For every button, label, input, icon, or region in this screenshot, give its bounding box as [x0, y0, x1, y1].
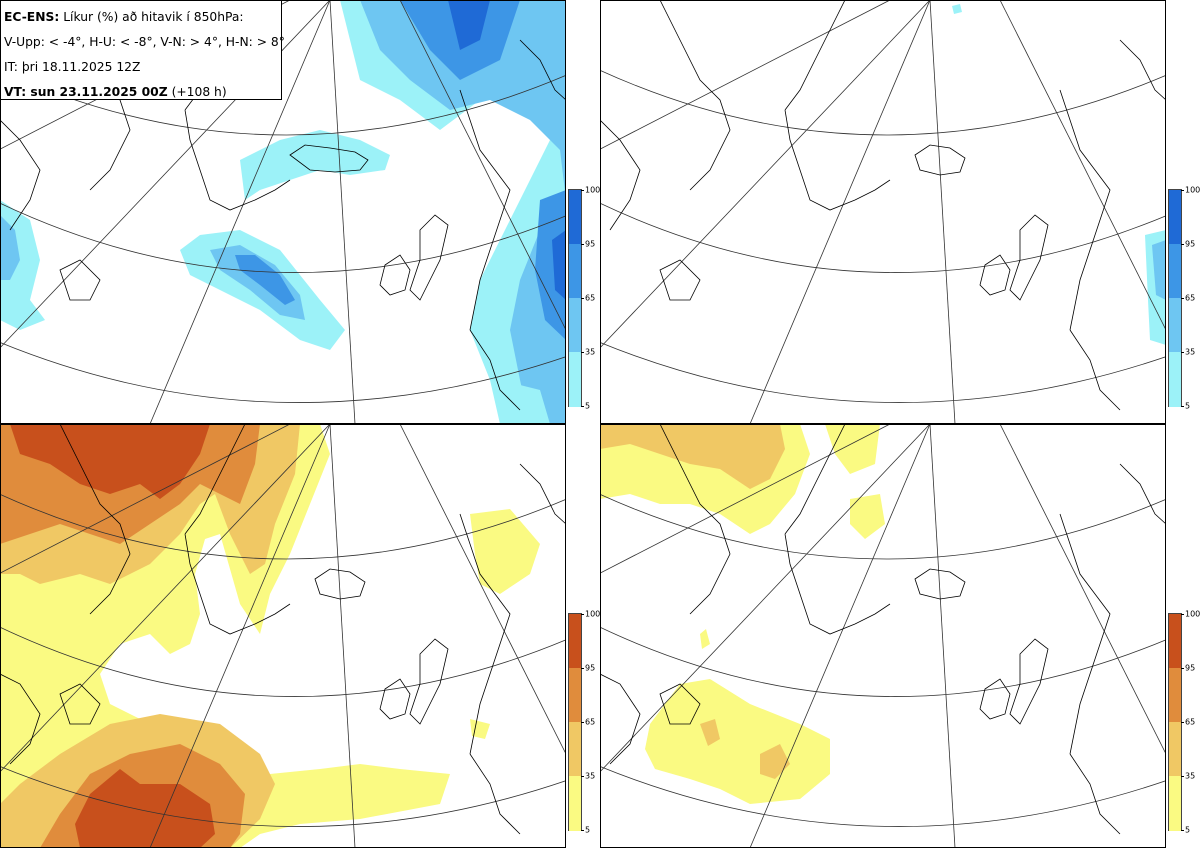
colorbar-tick-mark [581, 244, 584, 245]
map-panel-warm-plus4 [0, 424, 566, 848]
map-canvas [600, 424, 1166, 848]
info-valid-time: VT: sun 23.11.2025 00Z [4, 85, 168, 99]
colorbar-tick-mark [581, 776, 584, 777]
colorbar-tick-label: 35 [1185, 347, 1196, 357]
colorbar-segment [569, 776, 581, 831]
colorbar-segment [569, 190, 581, 245]
graticule [0, 424, 566, 848]
colorbar-tick-label: 100 [1185, 609, 1200, 619]
colorbar-segment [569, 298, 581, 353]
probability-field [952, 4, 1166, 345]
colorbar-tick-mark [1181, 298, 1184, 299]
probability-field [0, 424, 540, 848]
colorbar-segment [1169, 722, 1181, 777]
graticule [600, 424, 1166, 848]
colorbar-segment [569, 722, 581, 777]
colorbar-segment [1169, 614, 1181, 669]
colorbar-segment [1169, 668, 1181, 723]
colorbar-tick-mark [581, 668, 584, 669]
probability-field [600, 424, 885, 804]
info-thresholds: V-Upp: < -4°, H-U: < -8°, V-N: > 4°, H-N… [4, 35, 285, 49]
colorbar-tick-label: 35 [585, 771, 596, 781]
info-model: EC-ENS: [4, 10, 60, 24]
coastline [0, 424, 566, 835]
colorbar-warm: 100 95 65 35 5 [568, 610, 600, 835]
map-panel-cold-minus8 [600, 0, 1166, 424]
info-lead-time: (+108 h) [171, 85, 227, 99]
colorbar-tick-label: 65 [585, 293, 596, 303]
info-initial-time: IT: þri 18.11.2025 12Z [4, 60, 141, 74]
colorbar-segment [569, 244, 581, 299]
colorbar-tick-mark [1181, 244, 1184, 245]
colorbar-tick-mark [581, 722, 584, 723]
colorbar-segment [1169, 298, 1181, 353]
colorbar-segment [1169, 244, 1181, 299]
map-canvas [600, 0, 1166, 424]
colorbar-cold: 100 95 65 35 5 [1168, 186, 1200, 411]
graticule [600, 0, 1166, 424]
colorbar-tick-label: 35 [1185, 771, 1196, 781]
colorbar-tick-label: 35 [585, 347, 596, 357]
info-description: Líkur (%) að hitavik í 850hPa: [63, 10, 244, 24]
colorbar-tick-mark [1181, 614, 1184, 615]
colorbar-tick-mark [1181, 722, 1184, 723]
colorbar-tick-mark [1181, 776, 1184, 777]
colorbar-tick-mark [1181, 190, 1184, 191]
coastline [600, 424, 1166, 835]
colorbar-tick-mark [581, 298, 584, 299]
map-panel-cold-minus4: EC-ENS: Líkur (%) að hitavik í 850hPa: V… [0, 0, 566, 424]
colorbar-segment [569, 668, 581, 723]
colorbar-tick-mark [581, 830, 584, 831]
colorbar-tick-mark [1181, 352, 1184, 353]
colorbar-tick-label: 5 [1185, 825, 1191, 835]
probability-field [0, 0, 566, 424]
colorbar-segment [1169, 352, 1181, 407]
colorbar-tick-label: 95 [585, 663, 596, 673]
colorbar-tick-label: 100 [585, 609, 601, 619]
colorbar-tick-label: 95 [585, 239, 596, 249]
colorbar-tick-label: 100 [1185, 185, 1200, 195]
colorbar-tick-label: 95 [1185, 663, 1196, 673]
colorbar-tick-mark [1181, 406, 1184, 407]
colorbar-tick-mark [581, 406, 584, 407]
colorbar-segment [1169, 776, 1181, 831]
colorbar-tick-mark [1181, 830, 1184, 831]
colorbar-segment [569, 352, 581, 407]
colorbar-warm: 100 95 65 35 5 [1168, 610, 1200, 835]
coastline [600, 0, 1166, 411]
colorbar-tick-label: 65 [1185, 717, 1196, 727]
colorbar-tick-label: 5 [585, 401, 591, 411]
colorbar-segment [1169, 190, 1181, 245]
colorbar-tick-mark [581, 614, 584, 615]
colorbar-tick-mark [1181, 668, 1184, 669]
colorbar-tick-mark [581, 190, 584, 191]
colorbar-tick-label: 65 [1185, 293, 1196, 303]
colorbar-tick-mark [581, 352, 584, 353]
colorbar-cold: 100 95 65 35 5 [568, 186, 600, 411]
map-canvas [0, 424, 566, 848]
forecast-info-box: EC-ENS: Líkur (%) að hitavik í 850hPa: V… [0, 0, 285, 100]
map-canvas [0, 0, 566, 424]
colorbar-tick-label: 95 [1185, 239, 1196, 249]
colorbar-tick-label: 5 [585, 825, 591, 835]
map-panel-warm-plus8 [600, 424, 1166, 848]
colorbar-segment [569, 614, 581, 669]
colorbar-tick-label: 100 [585, 185, 601, 195]
colorbar-tick-label: 65 [585, 717, 596, 727]
colorbar-tick-label: 5 [1185, 401, 1191, 411]
